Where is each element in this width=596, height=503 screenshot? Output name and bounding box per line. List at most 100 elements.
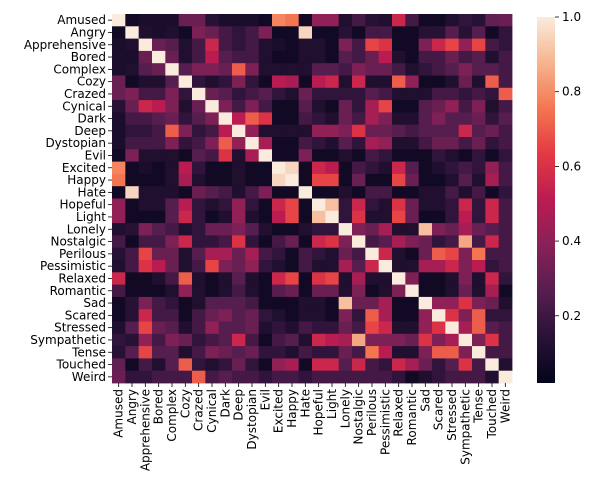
heatmap-cell <box>258 124 273 138</box>
y-tick-label: Perilous <box>59 247 106 261</box>
heatmap-cell <box>245 87 260 101</box>
heatmap-cell <box>458 210 473 224</box>
colorbar-tick-label: 0.8 <box>562 85 581 99</box>
heatmap-cell <box>325 223 340 236</box>
heatmap-cell <box>352 173 366 187</box>
heatmap-cell <box>245 247 260 261</box>
heatmap-cell <box>338 210 353 224</box>
heatmap-cell <box>192 137 206 150</box>
heatmap-cell <box>432 112 446 126</box>
heatmap-cell <box>298 63 313 76</box>
heatmap-cell <box>218 112 233 126</box>
heatmap-cell <box>125 260 140 273</box>
heatmap-cell <box>125 358 140 372</box>
heatmap-cell <box>458 50 473 64</box>
heatmap-cell <box>285 247 300 261</box>
heatmap-cell <box>432 235 446 249</box>
heatmap-cell <box>232 26 246 39</box>
heatmap-cell <box>378 309 393 322</box>
heatmap-cell <box>352 161 366 175</box>
heatmap-cell <box>298 149 313 162</box>
heatmap-cell <box>205 137 220 150</box>
heatmap-cell <box>485 260 500 273</box>
heatmap-cell <box>298 260 313 273</box>
heatmap-cell <box>272 14 286 27</box>
heatmap-cell <box>405 198 420 212</box>
heatmap-cell <box>138 260 153 273</box>
heatmap-cell <box>378 272 393 285</box>
heatmap-cell <box>325 87 340 101</box>
heatmap-cell <box>485 87 500 101</box>
heatmap-cell <box>205 100 220 113</box>
heatmap-cell <box>205 186 220 199</box>
heatmap-cell <box>192 173 206 187</box>
heatmap-cell <box>298 333 313 347</box>
heatmap-cell <box>405 346 420 359</box>
heatmap-cell <box>472 186 486 199</box>
heatmap-cell <box>472 284 486 298</box>
heatmap-cell <box>432 124 446 138</box>
heatmap-cell <box>232 284 246 298</box>
heatmap-cell <box>418 112 433 126</box>
x-tick-label: Light <box>325 389 339 419</box>
heatmap-cell <box>205 161 220 175</box>
heatmap-cell <box>165 137 180 150</box>
heatmap-cell <box>432 87 446 101</box>
heatmap-cell <box>152 87 166 101</box>
heatmap-cell <box>298 358 313 372</box>
heatmap-cell <box>232 186 246 199</box>
heatmap-cell <box>192 346 206 359</box>
heatmap-cell <box>112 370 126 384</box>
heatmap-cell <box>338 38 353 52</box>
heatmap-cell <box>418 370 433 384</box>
heatmap-cell <box>165 333 180 347</box>
x-tick-label: Relaxed <box>392 389 406 437</box>
y-tick-label: Complex <box>53 62 106 76</box>
heatmap-cell <box>192 63 206 76</box>
heatmap-cell <box>285 112 300 126</box>
heatmap-cell <box>338 87 353 101</box>
heatmap-cell <box>272 309 286 322</box>
heatmap-cell <box>232 124 246 138</box>
heatmap-cell <box>458 346 473 359</box>
heatmap-cell <box>405 137 420 150</box>
heatmap-cell <box>378 358 393 372</box>
heatmap-cell <box>445 75 460 89</box>
heatmap-cell <box>152 14 166 27</box>
heatmap-cell <box>352 14 366 27</box>
heatmap-cell <box>378 321 393 335</box>
heatmap-cell <box>218 309 233 322</box>
heatmap-cell <box>378 75 393 89</box>
heatmap-cell <box>272 358 286 372</box>
heatmap-cell <box>152 309 166 322</box>
heatmap-cell <box>352 137 366 150</box>
heatmap-cell <box>298 75 313 89</box>
heatmap-cell <box>418 87 433 101</box>
heatmap-cell <box>338 26 353 39</box>
heatmap-cell <box>245 112 260 126</box>
heatmap-cell <box>458 198 473 212</box>
heatmap-cell <box>312 296 326 310</box>
heatmap-cell <box>112 223 126 236</box>
heatmap-cell <box>285 26 300 39</box>
heatmap-cell <box>312 333 326 347</box>
heatmap-cell <box>365 223 380 236</box>
heatmap-cell <box>205 309 220 322</box>
heatmap-cell <box>205 38 220 52</box>
heatmap-cell <box>178 272 193 285</box>
heatmap-cell <box>138 124 153 138</box>
heatmap-cell <box>258 223 273 236</box>
heatmap-cell <box>445 235 460 249</box>
heatmap-cell <box>218 75 233 89</box>
heatmap-cell <box>138 223 153 236</box>
heatmap-cell <box>258 309 273 322</box>
heatmap-cell <box>498 137 513 150</box>
heatmap-cell <box>392 173 406 187</box>
heatmap-cell <box>152 198 166 212</box>
heatmap-cell <box>378 346 393 359</box>
heatmap-cell <box>325 284 340 298</box>
heatmap-cell <box>218 124 233 138</box>
heatmap-cell <box>472 272 486 285</box>
heatmap-cell <box>405 296 420 310</box>
heatmap-cell <box>298 137 313 150</box>
